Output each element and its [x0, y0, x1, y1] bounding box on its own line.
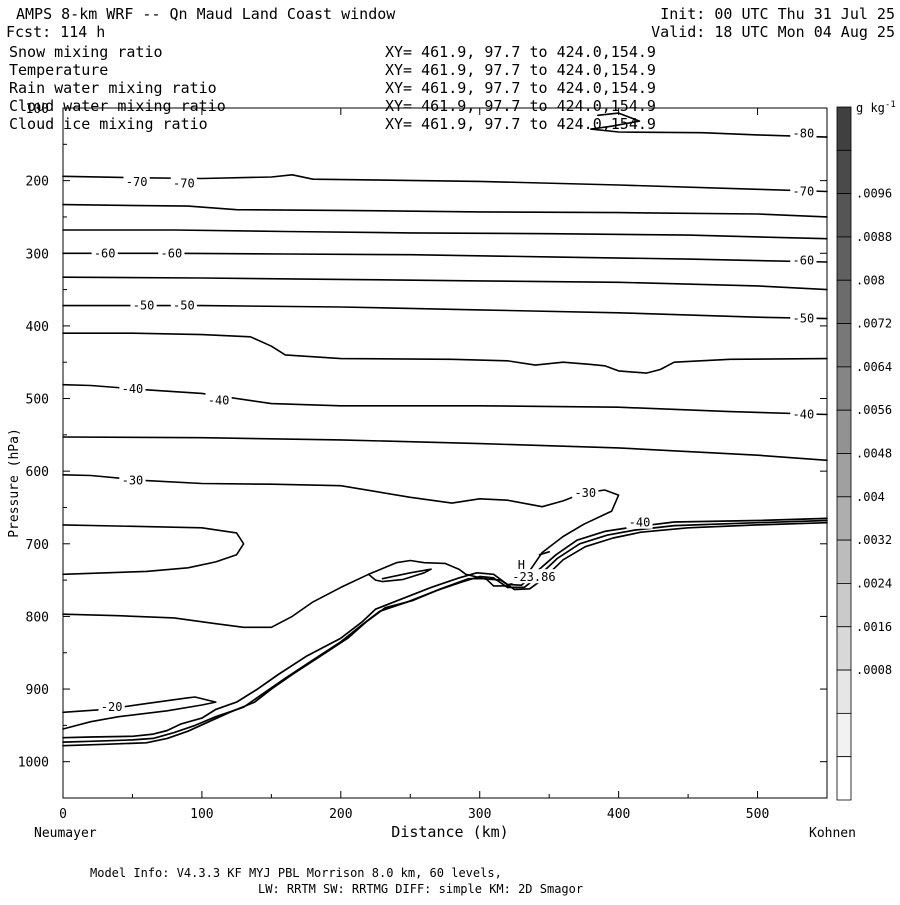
temperature-contour-line [63, 525, 244, 574]
terrain-contour-line [63, 518, 827, 737]
colorbar-swatch [837, 627, 851, 670]
terrain-contours [63, 518, 827, 745]
contour-label: -40 [122, 382, 144, 396]
y-tick-label: 1000 [18, 756, 49, 771]
colorbar-label: .008 [856, 273, 885, 287]
colorbar-label: .0064 [856, 360, 892, 374]
x-tick-label: 100 [190, 807, 213, 822]
temperature-contour-line [63, 437, 827, 460]
colorbar-label: .0032 [856, 533, 892, 547]
x-axis-label: Distance (km) [391, 823, 508, 841]
colorbar-swatch [837, 367, 851, 410]
variable-cross-section-xy: XY= 461.9, 97.7 to 424.0,154.9 [385, 97, 656, 115]
colorbar-label: .0088 [856, 230, 892, 244]
colorbar-swatch [837, 410, 851, 453]
colorbar-swatch [837, 107, 851, 150]
terrain-contour-line [63, 523, 827, 746]
contour-label: -20 [101, 700, 123, 714]
colorbar: .0096 .0088 .008 .0072 .0064 .0056 .0048 .004 .0… [837, 100, 896, 800]
temperature-contour-line [63, 277, 827, 289]
contour-label: -40 [793, 408, 815, 422]
colorbar-swatch [837, 237, 851, 280]
y-tick-label: 800 [26, 610, 49, 625]
colorbar-unit: g kg-1 [856, 100, 896, 115]
contour-label: -40 [629, 516, 651, 530]
y-tick-label: 600 [26, 465, 49, 480]
colorbar-swatch [837, 497, 851, 540]
x-tick-label: 0 [59, 807, 67, 822]
y-axis-label: Pressure (hPa) [7, 428, 22, 538]
variable-name: Cloud ice mixing ratio [9, 115, 208, 133]
contour-label: -70 [793, 185, 815, 199]
colorbar-swatch [837, 670, 851, 713]
contour-label: -60 [793, 254, 815, 268]
chart-title: AMPS 8-km WRF -- Qn Maud Land Coast wind… [16, 5, 396, 23]
x-tick-label: 300 [468, 807, 491, 822]
variable-cross-section-xy: XY= 461.9, 97.7 to 424.0,154.9 [385, 61, 656, 79]
contour-label: -60 [94, 246, 116, 260]
variable-legend: Snow mixing ratio XY= 461.9, 97.7 to 424.… [9, 43, 656, 133]
y-tick-label: 400 [26, 320, 49, 335]
colorbar-label: .0016 [856, 620, 892, 634]
x-tick-label: 200 [329, 807, 352, 822]
contour-label: -30 [122, 474, 144, 488]
x-axis-right-end-label: Kohnen [809, 826, 856, 841]
x-tick-label: 500 [746, 807, 769, 822]
colorbar-label: .0056 [856, 403, 892, 417]
temperature-contour-line [63, 205, 827, 217]
temperature-contour-line [63, 333, 827, 373]
y-tick-label: 900 [26, 683, 49, 698]
init-time: Init: 00 UTC Thu 31 Jul 25 [660, 5, 895, 23]
colorbar-swatch [837, 713, 851, 756]
y-tick-label: 100 [26, 102, 49, 117]
temperature-contour-line [63, 697, 216, 729]
variable-cross-section-xy: XY= 461.9, 97.7 to 424.0,154.9 [385, 79, 656, 97]
variable-name: Temperature [9, 61, 108, 79]
y-tick-label: 500 [26, 393, 49, 408]
colorbar-swatch [837, 583, 851, 626]
colorbar-label: .0048 [856, 447, 892, 461]
variable-name: Snow mixing ratio [9, 43, 163, 61]
variable-cross-section-xy: XY= 461.9, 97.7 to 424.0,154.9 [385, 115, 656, 133]
colorbar-swatch [837, 280, 851, 323]
temperature-contour-line [63, 385, 827, 415]
colorbar-label: .0072 [856, 317, 892, 331]
temperature-contour-line [63, 230, 827, 239]
x-axis-left-end-label: Neumayer [34, 826, 97, 841]
colorbar-swatch [837, 194, 851, 237]
colorbar-label: .0008 [856, 663, 892, 677]
y-tick-label: 700 [26, 538, 49, 553]
colorbar-label: .0096 [856, 187, 892, 201]
temperature-contours [63, 113, 827, 729]
colorbar-swatch [837, 540, 851, 583]
contour-label: -30 [574, 486, 596, 500]
variable-name: Rain water mixing ratio [9, 79, 217, 97]
colorbar-swatch [837, 324, 851, 367]
footer-model-info: Model Info: V4.3.3 KF MYJ PBL Morrison 8… [90, 866, 502, 880]
contour-label: -50 [793, 312, 815, 326]
valid-time: Valid: 18 UTC Mon 04 Aug 25 [651, 23, 895, 41]
colorbar-swatch [837, 757, 851, 800]
contour-label: -40 [208, 394, 230, 408]
contour-label: -80 [793, 126, 815, 140]
contour-label: -70 [126, 175, 148, 189]
colorbar-label: .0024 [856, 576, 892, 590]
cross-section-chart: AMPS 8-km WRF -- Qn Maud Land Coast wind… [0, 0, 900, 900]
contour-label: -50 [173, 299, 195, 313]
colorbar-swatch [837, 150, 851, 193]
contour-label: -50 [133, 299, 155, 313]
variable-cross-section-xy: XY= 461.9, 97.7 to 424.0,154.9 [385, 43, 656, 61]
contour-label: -23.86 [512, 570, 555, 584]
x-tick-label: 400 [607, 807, 630, 822]
y-tick-label: 300 [26, 247, 49, 262]
footer-physics-info: LW: RRTM SW: RRTMG DIFF: simple KM: 2D S… [258, 882, 583, 896]
y-tick-label: 200 [26, 175, 49, 190]
contour-label: -70 [173, 177, 195, 191]
colorbar-label: .004 [856, 490, 885, 504]
forecast-hour: Fcst: 114 h [6, 23, 105, 41]
colorbar-swatch [837, 454, 851, 497]
contour-label: -60 [161, 246, 183, 260]
